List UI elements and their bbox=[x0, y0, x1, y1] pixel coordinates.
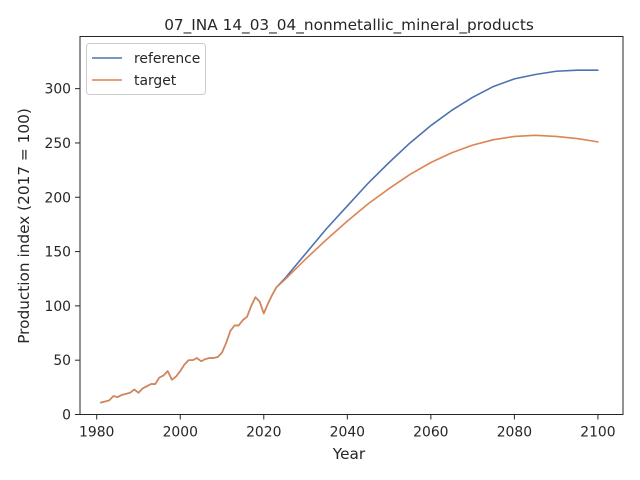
chart-title: 07_INA 14_03_04_nonmetallic_mineral_prod… bbox=[164, 16, 534, 35]
y-tick-label: 100 bbox=[44, 299, 71, 315]
legend-label-target: target bbox=[134, 73, 177, 89]
legend-label-reference: reference bbox=[134, 51, 200, 67]
x-tick-label: 2020 bbox=[246, 425, 281, 441]
series-line-target bbox=[100, 134, 599, 404]
plot-lines bbox=[100, 69, 599, 404]
y-tick-label: 300 bbox=[44, 82, 71, 98]
x-tick-label: 2060 bbox=[413, 425, 448, 441]
x-tick-label: 1980 bbox=[79, 425, 114, 441]
x-tick-label: 2080 bbox=[497, 425, 532, 441]
x-tick-label: 2040 bbox=[330, 425, 365, 441]
x-axis: 1980 2000 2020 2040 2060 2080 2100 bbox=[79, 414, 616, 441]
y-axis-label: Production index (2017 = 100) bbox=[15, 108, 33, 344]
y-tick-label: 250 bbox=[44, 136, 71, 152]
y-axis: 0 50 100 150 200 250 300 bbox=[44, 82, 80, 424]
x-tick-label: 2100 bbox=[580, 425, 615, 441]
y-tick-label: 0 bbox=[62, 408, 71, 424]
x-axis-label: Year bbox=[332, 445, 366, 463]
plot-frame bbox=[79, 36, 624, 415]
y-tick-label: 200 bbox=[44, 190, 71, 206]
legend: reference target bbox=[86, 43, 206, 95]
legend-box bbox=[86, 43, 206, 95]
y-tick-label: 50 bbox=[53, 353, 71, 369]
y-tick-label: 150 bbox=[44, 245, 71, 261]
x-tick-label: 2000 bbox=[163, 425, 198, 441]
